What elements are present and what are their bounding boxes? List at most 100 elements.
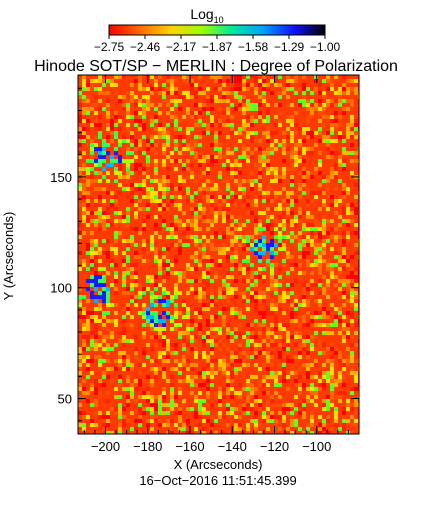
- heatmap-cell: [98, 279, 102, 283]
- heatmap-cell: [110, 295, 114, 299]
- heatmap-cell: [282, 187, 286, 191]
- heatmap-cell: [198, 135, 202, 139]
- heatmap-cell: [206, 99, 210, 103]
- heatmap-cell: [330, 171, 334, 175]
- heatmap-cell: [198, 407, 202, 411]
- heatmap-cell: [214, 147, 218, 151]
- heatmap-cell: [310, 171, 314, 175]
- heatmap-cell: [266, 343, 270, 347]
- heatmap-cell: [350, 391, 354, 395]
- heatmap-cell: [306, 367, 310, 371]
- heatmap-cell: [110, 131, 114, 135]
- heatmap-cell: [78, 347, 82, 351]
- heatmap-cell: [278, 75, 282, 79]
- heatmap-cell: [122, 283, 126, 287]
- heatmap-cell: [114, 239, 118, 243]
- heatmap-cell: [278, 91, 282, 95]
- heatmap-cell: [222, 251, 226, 255]
- heatmap-cell: [106, 295, 110, 299]
- heatmap-cell: [270, 147, 274, 151]
- heatmap-cell: [98, 215, 102, 219]
- heatmap-cell: [98, 123, 102, 127]
- heatmap-cell: [242, 431, 246, 434]
- heatmap-cell: [318, 299, 322, 303]
- heatmap-cell: [218, 119, 222, 123]
- heatmap-cell: [90, 179, 94, 183]
- heatmap-cell: [286, 167, 290, 171]
- heatmap-cell: [290, 167, 294, 171]
- heatmap-cell: [114, 211, 118, 215]
- heatmap-cell: [326, 395, 330, 399]
- heatmap-cell: [202, 291, 206, 295]
- heatmap-cell: [94, 387, 98, 391]
- heatmap-cell: [214, 431, 218, 434]
- heatmap-cell: [242, 155, 246, 159]
- heatmap-cell: [242, 127, 246, 131]
- heatmap-cell: [162, 187, 166, 191]
- heatmap-cell: [182, 339, 186, 343]
- heatmap-cell: [146, 103, 150, 107]
- heatmap-cell: [186, 331, 190, 335]
- heatmap-cell: [270, 275, 274, 279]
- heatmap-cell: [286, 75, 290, 79]
- heatmap-cell: [318, 383, 322, 387]
- heatmap-cell: [174, 311, 178, 315]
- heatmap-cell: [342, 151, 346, 155]
- heatmap-cell: [154, 303, 158, 307]
- heatmap-cell: [282, 211, 286, 215]
- heatmap-cell: [210, 415, 214, 419]
- heatmap-cell: [350, 123, 354, 127]
- heatmap-cell: [90, 315, 94, 319]
- heatmap-cell: [90, 419, 94, 423]
- heatmap-cell: [274, 303, 278, 307]
- heatmap-cell: [218, 415, 222, 419]
- heatmap-cell: [250, 375, 254, 379]
- heatmap-cell: [254, 215, 258, 219]
- heatmap-cell: [102, 315, 106, 319]
- heatmap-cell: [86, 335, 90, 339]
- heatmap-cell: [278, 207, 282, 211]
- heatmap-cell: [282, 327, 286, 331]
- heatmap-cell: [150, 327, 154, 331]
- heatmap-cell: [258, 95, 262, 99]
- heatmap-cell: [286, 147, 290, 151]
- heatmap-cell: [98, 355, 102, 359]
- heatmap-cell: [242, 295, 246, 299]
- heatmap-cell: [286, 83, 290, 87]
- heatmap-cell: [230, 267, 234, 271]
- heatmap-cell: [134, 111, 138, 115]
- heatmap-cell: [210, 367, 214, 371]
- heatmap-cell: [154, 335, 158, 339]
- heatmap-cell: [178, 315, 182, 319]
- heatmap-cell: [138, 119, 142, 123]
- heatmap-cell: [302, 127, 306, 131]
- heatmap-cell: [162, 351, 166, 355]
- heatmap-cell: [94, 255, 98, 259]
- heatmap-cell: [150, 279, 154, 283]
- heatmap-cell: [82, 135, 86, 139]
- heatmap-cell: [118, 395, 122, 399]
- heatmap-cell: [170, 391, 174, 395]
- heatmap-cell: [146, 423, 150, 427]
- heatmap-cell: [254, 295, 258, 299]
- heatmap-cell: [182, 271, 186, 275]
- heatmap-cell: [330, 363, 334, 367]
- heatmap-cell: [98, 275, 102, 279]
- heatmap-cell: [78, 295, 82, 299]
- heatmap-cell: [166, 123, 170, 127]
- heatmap-cell: [322, 231, 326, 235]
- heatmap-cell: [118, 211, 122, 215]
- heatmap-cell: [322, 91, 326, 95]
- heatmap-cell: [242, 247, 246, 251]
- heatmap-cell: [158, 135, 162, 139]
- heatmap-cell: [302, 411, 306, 415]
- heatmap-cell: [122, 223, 126, 227]
- heatmap-cell: [94, 379, 98, 383]
- heatmap-cell: [118, 407, 122, 411]
- heatmap-cell: [90, 107, 94, 111]
- heatmap-cell: [90, 423, 94, 427]
- heatmap-cell: [174, 307, 178, 311]
- heatmap-cell: [194, 259, 198, 263]
- heatmap-cell: [162, 151, 166, 155]
- heatmap-cell: [218, 79, 222, 83]
